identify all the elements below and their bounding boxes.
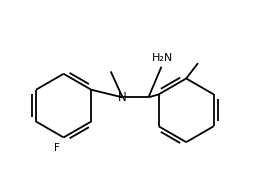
Text: H₂N: H₂N [152,53,173,63]
Text: F: F [54,143,59,153]
Text: N: N [118,91,127,104]
